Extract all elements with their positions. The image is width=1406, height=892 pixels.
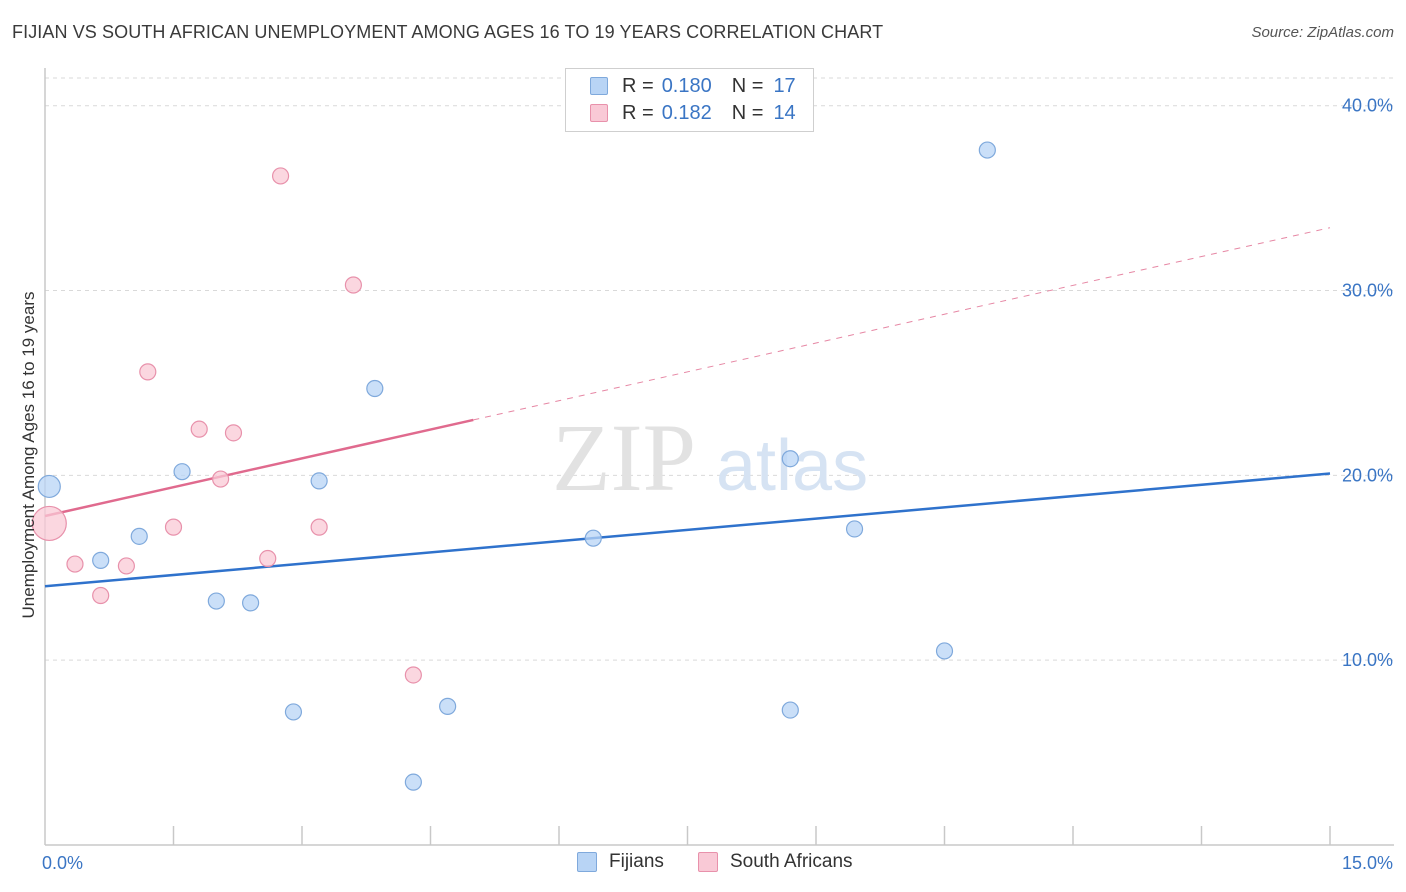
fijian-point-1 (92, 551, 110, 569)
fijian-point-16 (978, 141, 996, 159)
source-label: Source: ZipAtlas.com (1251, 24, 1394, 41)
y-tick-label-0: 10.0% (1342, 650, 1393, 670)
south-african-point-9 (259, 549, 277, 568)
fijian-point-8 (366, 379, 384, 398)
fijian-point-10 (439, 697, 457, 715)
south-africans-swatch (698, 852, 718, 872)
fijian-point-13 (781, 450, 799, 468)
south-african-point-0 (31, 505, 67, 542)
y-axis-label: Unemployment Among Ages 16 to 19 years (19, 291, 38, 619)
fijian-point-5 (242, 594, 260, 612)
south-african-point-6 (190, 420, 208, 438)
fijian-point-0 (37, 474, 61, 499)
fijian-point-3 (173, 463, 191, 481)
n-label: N = (731, 101, 764, 124)
fijian-point-6 (284, 703, 303, 721)
south-african-point-8 (224, 424, 243, 442)
x-tick-label-0: 0.0% (42, 853, 83, 873)
fijian-point-14 (845, 520, 864, 538)
south-african-point-11 (310, 518, 328, 536)
south-african-point-2 (92, 586, 110, 605)
trend-line-extension-south-africans (473, 227, 1331, 421)
trend-line-fijians (44, 472, 1331, 588)
south-african-point-4 (139, 363, 157, 381)
r-label: R = (622, 101, 654, 124)
legend-item-fijians[interactable]: Fijians (577, 851, 664, 873)
south-african-point-7 (212, 470, 230, 488)
x-tick-labels: 0.0% 15.0% (42, 853, 1393, 873)
legend-label-south-africans: South Africans (730, 851, 853, 872)
south-african-point-5 (164, 518, 183, 536)
y-tick-label-1: 20.0% (1342, 465, 1393, 485)
r-value: 0.180 (661, 74, 712, 97)
trend-lines (44, 227, 1331, 588)
legend-row-fijians: R = 0.180 N = 17 (590, 73, 796, 99)
legend-item-south-africans[interactable]: South Africans (698, 851, 853, 873)
fijians-swatch (590, 77, 608, 95)
trend-line-south-africans (44, 418, 474, 518)
y-tick-label-2: 30.0% (1342, 281, 1393, 301)
south-african-point-10 (271, 167, 290, 185)
n-label: N = (731, 74, 764, 97)
watermark-zip: ZIP (552, 404, 696, 511)
n-value: 14 (773, 101, 796, 124)
fijian-point-12 (781, 701, 799, 719)
legend-row-south-africans: R = 0.182 N = 14 (590, 100, 796, 126)
south-african-point-1 (66, 555, 84, 573)
fijians-swatch (577, 852, 597, 872)
legend-label-fijians: Fijians (609, 851, 664, 872)
fijian-point-9 (404, 773, 422, 791)
r-value: 0.182 (661, 101, 712, 124)
south-african-point-3 (117, 557, 135, 575)
y-tick-labels: 10.0% 20.0% 30.0% 40.0% (1342, 96, 1393, 670)
fijian-point-2 (130, 527, 148, 545)
fijian-point-15 (935, 642, 954, 660)
n-value: 17 (773, 74, 796, 97)
south-african-point-12 (344, 276, 362, 294)
south-african-point-13 (404, 666, 422, 684)
y-tick-label-3: 40.0% (1342, 96, 1393, 116)
x-tick-label-1: 15.0% (1342, 853, 1393, 873)
r-label: R = (622, 74, 654, 97)
fijian-point-11 (584, 529, 602, 547)
axes (44, 68, 1394, 846)
grid-lines (45, 77, 1394, 661)
south-africans-swatch (590, 104, 608, 122)
x-tick-marks (172, 826, 1331, 845)
fijian-point-4 (207, 592, 225, 610)
watermark: ZIP atlas (552, 404, 868, 511)
data-points (31, 141, 996, 791)
fijian-point-7 (310, 472, 328, 490)
correlation-legend: R = 0.180 N = 17 R = 0.182 N = 14 (565, 68, 814, 132)
chart-title: FIJIAN VS SOUTH AFRICAN UNEMPLOYMENT AMO… (12, 22, 884, 42)
